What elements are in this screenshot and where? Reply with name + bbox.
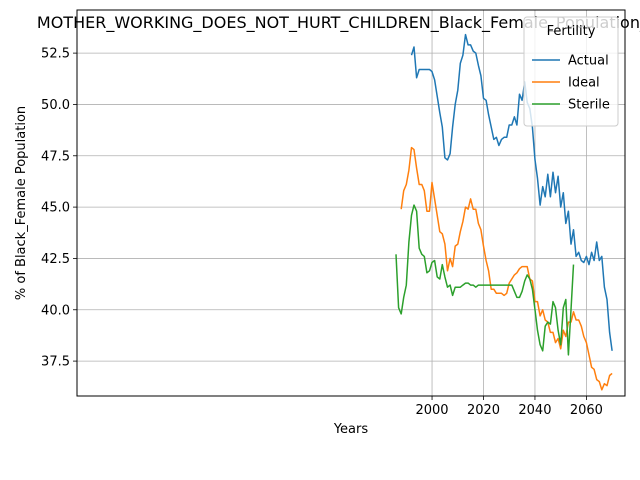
series-lines (395, 33, 613, 391)
x-tick-label: 2040 (518, 403, 551, 418)
y-tick-label: 50.0 (41, 98, 70, 113)
x-tick-label: 2020 (467, 403, 500, 418)
axis-ticks: 2000 2020 2040 2060 37.5 40.0 42.5 45.0 47.5 50.0… (41, 47, 603, 418)
legend-label-ideal: Ideal (568, 76, 600, 91)
legend-title: Fertility (547, 24, 596, 39)
y-tick-label: 52.5 (41, 47, 70, 62)
y-tick-label: 45.0 (41, 201, 70, 216)
y-tick-label: 47.5 (41, 149, 70, 164)
series-line-actual (410, 33, 613, 351)
plot-frame (76, 9, 626, 397)
legend-label-sterile: Sterile (568, 98, 610, 113)
legend-box (523, 16, 619, 127)
series-line-ideal (400, 146, 613, 391)
x-axis-label: Years (333, 422, 369, 437)
y-tick-label: 37.5 (41, 355, 70, 370)
x-tick-label: 2060 (570, 403, 603, 418)
legend-label-actual: Actual (568, 54, 609, 69)
y-tick-label: 40.0 (41, 303, 70, 318)
legend: Fertility Actual Ideal Sterile (523, 16, 619, 127)
chart-title: MOTHER_WORKING_DOES_NOT_HURT_CHILDREN_Bl… (37, 13, 640, 33)
series-line-sterile (395, 204, 575, 356)
x-tick-label: 2000 (415, 403, 448, 418)
y-axis-label: % of Black_Female Population (14, 106, 29, 300)
y-tick-label: 42.5 (41, 252, 70, 267)
